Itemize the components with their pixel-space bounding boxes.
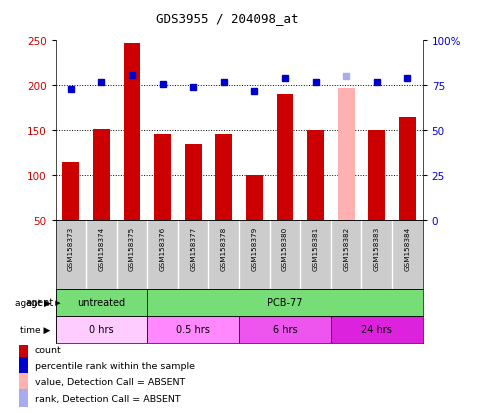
Bar bbox=[147, 316, 239, 343]
Text: agent: agent bbox=[25, 297, 53, 308]
Bar bbox=[215, 135, 232, 221]
Text: PCB-77: PCB-77 bbox=[267, 297, 303, 308]
Bar bbox=[399, 118, 416, 221]
Text: GSM158383: GSM158383 bbox=[374, 226, 380, 271]
Bar bbox=[19, 341, 28, 358]
Bar bbox=[19, 373, 28, 391]
Bar bbox=[331, 316, 423, 343]
Bar bbox=[147, 289, 423, 316]
Text: GSM158375: GSM158375 bbox=[129, 226, 135, 271]
Text: GSM158378: GSM158378 bbox=[221, 226, 227, 271]
Text: 0 hrs: 0 hrs bbox=[89, 324, 114, 335]
Text: value, Detection Call = ABSENT: value, Detection Call = ABSENT bbox=[35, 377, 185, 387]
Bar bbox=[338, 89, 355, 221]
Bar bbox=[93, 129, 110, 221]
Text: ▶: ▶ bbox=[53, 299, 61, 306]
Text: count: count bbox=[35, 345, 62, 354]
Bar bbox=[19, 389, 28, 407]
Text: GSM158373: GSM158373 bbox=[68, 226, 74, 271]
Text: agent ▶: agent ▶ bbox=[14, 298, 51, 307]
Bar bbox=[154, 135, 171, 221]
Text: GSM158377: GSM158377 bbox=[190, 226, 196, 271]
Bar bbox=[185, 145, 201, 221]
Text: GSM158380: GSM158380 bbox=[282, 226, 288, 271]
Bar bbox=[19, 357, 28, 375]
Bar bbox=[277, 95, 293, 221]
Text: 24 hrs: 24 hrs bbox=[361, 324, 392, 335]
Bar bbox=[62, 163, 79, 221]
Text: GSM158381: GSM158381 bbox=[313, 226, 319, 271]
Text: time ▶: time ▶ bbox=[20, 325, 51, 334]
Text: GSM158376: GSM158376 bbox=[159, 226, 166, 271]
Text: percentile rank within the sample: percentile rank within the sample bbox=[35, 361, 195, 370]
Text: GSM158384: GSM158384 bbox=[404, 226, 411, 271]
Bar bbox=[369, 131, 385, 221]
Bar bbox=[56, 289, 147, 316]
Text: rank, Detection Call = ABSENT: rank, Detection Call = ABSENT bbox=[35, 394, 181, 403]
Text: 0.5 hrs: 0.5 hrs bbox=[176, 324, 210, 335]
Bar bbox=[56, 316, 147, 343]
Bar bbox=[307, 130, 324, 221]
Text: GSM158379: GSM158379 bbox=[251, 226, 257, 271]
Text: GSM158382: GSM158382 bbox=[343, 226, 349, 271]
Text: GDS3955 / 204098_at: GDS3955 / 204098_at bbox=[156, 12, 298, 25]
Bar bbox=[239, 316, 331, 343]
Text: untreated: untreated bbox=[77, 297, 126, 308]
Bar bbox=[124, 44, 141, 221]
Text: GSM158374: GSM158374 bbox=[99, 226, 104, 271]
Text: 6 hrs: 6 hrs bbox=[273, 324, 297, 335]
Bar bbox=[246, 176, 263, 221]
